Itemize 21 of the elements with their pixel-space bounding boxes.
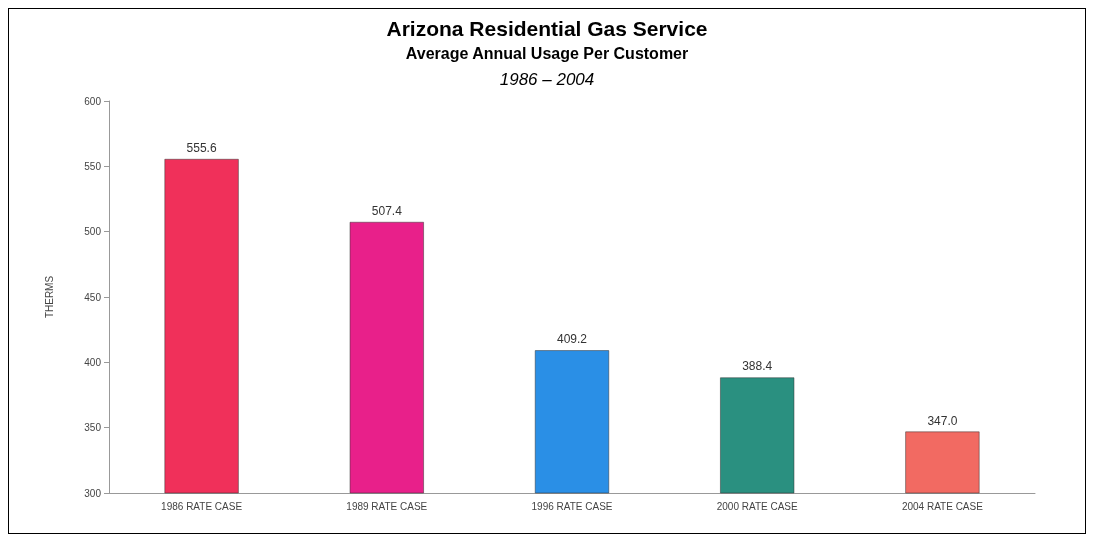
y-tick-label: 450 — [84, 291, 102, 303]
data-label: 388.4 — [742, 359, 773, 374]
data-label: 409.2 — [556, 332, 588, 347]
y-axis-title: THERMS — [43, 275, 55, 319]
x-tick-label: 1996 RATE CASE — [531, 500, 613, 512]
chart-subtitle: Average Annual Usage Per Customer — [405, 44, 689, 62]
text: 1986 – 2004 — [499, 70, 595, 89]
data-label: 507.4 — [371, 204, 403, 218]
x-tick-label: 1986 RATE CASE — [161, 500, 243, 512]
y-tick-label: 500 — [84, 226, 102, 238]
y-tick-label: 550 — [84, 160, 102, 172]
x-tick-label: 2000 RATE CASE — [716, 500, 799, 512]
data-label: 555.6 — [186, 141, 217, 156]
y-tick-label: 300 — [84, 487, 102, 499]
y-tick-label: 600 — [84, 95, 102, 107]
y-tick-label: 350 — [84, 422, 102, 434]
data-label: 347.0 — [927, 413, 958, 428]
y-tick-label: 400 — [84, 356, 102, 368]
x-tick-label: 1989 RATE CASE — [346, 500, 428, 512]
x-tick-label: 2004 RATE CASE — [901, 500, 984, 512]
chart-title: Arizona Residential Gas Service — [386, 17, 708, 40]
